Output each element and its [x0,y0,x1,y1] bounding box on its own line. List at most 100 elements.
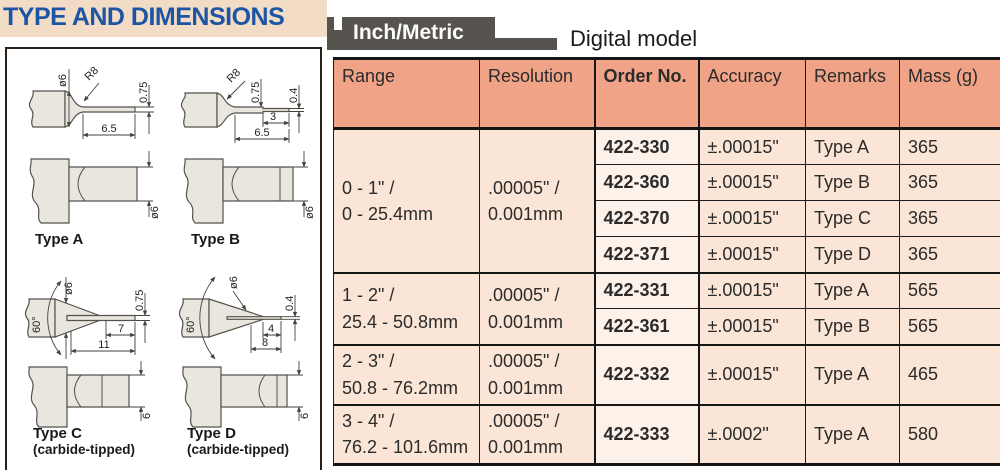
dim-tip-length: 3 [270,111,276,123]
remarks-cell: Type A [805,127,900,165]
page-title: TYPE AND DIMENSIONS [3,3,285,31]
dim-tip-thickness: 0.4 [288,88,300,103]
dim-dia-bottom: ø6 [149,206,161,219]
section-title-bar: TYPE AND DIMENSIONS [0,0,327,37]
remarks-cell: Type B [805,164,900,201]
table-row: 422-360 ±.00015" Type B 365 [334,164,1000,201]
accuracy-cell: ±.00015" [698,236,806,273]
range-cell: 3 - 4" /76.2 - 101.6mm [333,403,480,465]
type-b-top-view: R8 0.75 0.4 3 6.5 [180,67,304,143]
remarks-cell: Type A [805,343,900,405]
type-c-top-view: 60° ø6 0.75 7 11 [24,277,150,359]
dim-dia-bottom: ø6 [304,206,315,219]
type-c-label: Type C (carbide-tipped) [33,425,136,458]
dimensions-panel: ø6 R8 0.75 6.5 ø6 Type [5,47,322,470]
col-header-remarks: Remarks [805,58,900,130]
type-b-side-view: ø6 [183,151,315,224]
tab-step-bar [495,38,557,50]
dim-radius: R8 [225,67,243,85]
header-row: Range Resolution Order No. Accuracy Rema… [333,58,1000,130]
col-header-range: Range [333,58,480,130]
range-cell: 2 - 3" /50.8 - 76.2mm [333,343,480,405]
table-row: 3 - 4" /76.2 - 101.6mm .00005" /0.001mm … [333,403,1000,465]
col-header-resolution: Resolution [479,58,595,130]
type-d-side-view: 6 [182,361,311,428]
order-no-cell: 422-331 [593,271,700,309]
type-a-label: Type A [35,231,84,248]
remarks-cell: Type A [805,271,900,309]
dim-length: 11 [98,339,109,351]
mass-cell: 365 [899,200,1000,237]
remarks-cell: Type C [805,200,900,237]
type-d-drawing: 60° ø6 0.4 4 8 [178,276,311,428]
dim-tip-length: 4 [268,323,274,335]
remarks-cell: Type D [805,236,900,273]
table-row: 422-361 ±.00015" Type B 565 [334,308,1000,345]
accuracy-cell: ±.00015" [698,200,806,237]
dim-thickness: 0.75 [138,82,150,103]
tab-label: Inch/Metric [353,21,464,44]
dim-radius: R8 [83,65,101,83]
table-row: 0 - 1" /0 - 25.4mm .00005" /0.001mm 422-… [333,127,1000,273]
type-d-top-view: 60° ø6 0.4 4 8 [178,276,300,360]
range-cell: 0 - 1" /0 - 25.4mm [333,127,480,273]
col-header-order-no: Order No. [593,58,700,130]
accuracy-cell: ±.00015" [698,127,806,165]
dim-thickness: 0.75 [134,290,146,311]
accuracy-cell: ±.00015" [698,308,806,345]
dim-length: 6.5 [254,127,269,139]
type-a-drawing: ø6 R8 0.75 6.5 ø6 [28,65,161,224]
resolution-cell: .00005" /0.001mm [479,271,595,345]
table-row: 422-370 ±.00015" Type C 365 [334,200,1000,237]
order-no-cell: 422-333 [593,403,700,465]
table-row: 422-371 ±.00015" Type D 365 [334,236,1000,273]
order-no-cell: 422-370 [593,200,700,237]
mass-cell: 565 [899,308,1000,345]
type-a-top-view: ø6 R8 0.75 6.5 [28,65,154,139]
range-cell: 1 - 2" /25.4 - 50.8mm [333,271,480,345]
mass-cell: 365 [899,164,1000,201]
order-no-cell: 422-361 [593,308,700,345]
remarks-cell: Type B [805,308,900,345]
order-no-cell: 422-371 [593,236,700,273]
mass-cell: 365 [899,236,1000,273]
inch-metric-tab: Inch/Metric [327,17,495,50]
dim-dia-bottom: 6 [299,413,311,419]
resolution-cell: .00005" /0.001mm [479,403,595,465]
table-row: 2 - 3" /50.8 - 76.2mm .00005" /0.001mm 4… [333,343,1000,405]
order-no-cell: 422-330 [593,127,700,165]
tab-notch [334,17,342,30]
remarks-cell: Type A [805,403,900,465]
dim-angle: 60° [185,316,197,333]
type-a-side-view: ø6 [29,151,161,224]
model-label: Digital model [570,26,698,51]
spec-table: Range Resolution Order No. Accuracy Rema… [333,57,1000,466]
dim-tip-length: 7 [118,323,124,335]
dim-tip-thickness: 0.4 [284,296,296,311]
dim-dia-top: ø6 [63,282,75,295]
type-c-side-view: 6 [28,361,153,428]
type-c-drawing: 60° ø6 0.75 7 11 [24,277,153,428]
dim-dia-top: ø6 [57,74,69,87]
col-header-accuracy: Accuracy [698,58,806,130]
mass-cell: 580 [899,403,1000,465]
resolution-cell: .00005" /0.001mm [479,127,595,273]
dim-dia-top: ø6 [228,276,240,289]
type-b-label: Type B [191,231,240,248]
accuracy-cell: ±.00015" [698,271,806,309]
accuracy-cell: ±.00015" [698,343,806,405]
type-d-label: Type D (carbide-tipped) [187,425,290,458]
col-header-mass: Mass (g) [899,58,1000,130]
dim-length: 8 [262,337,268,349]
accuracy-cell: ±.0002" [698,403,806,465]
order-no-cell: 422-332 [593,343,700,405]
mass-cell: 465 [899,343,1000,405]
spec-table-wrap: Range Resolution Order No. Accuracy Rema… [333,57,1000,466]
dim-length: 6.5 [101,123,116,135]
mass-cell: 565 [899,271,1000,309]
dim-thickness: 0.75 [250,82,262,103]
type-b-drawing: R8 0.75 0.4 3 6.5 [180,67,315,224]
dim-angle: 60° [31,316,43,333]
table-row: 1 - 2" /25.4 - 50.8mm .00005" /0.001mm 4… [333,271,1000,345]
